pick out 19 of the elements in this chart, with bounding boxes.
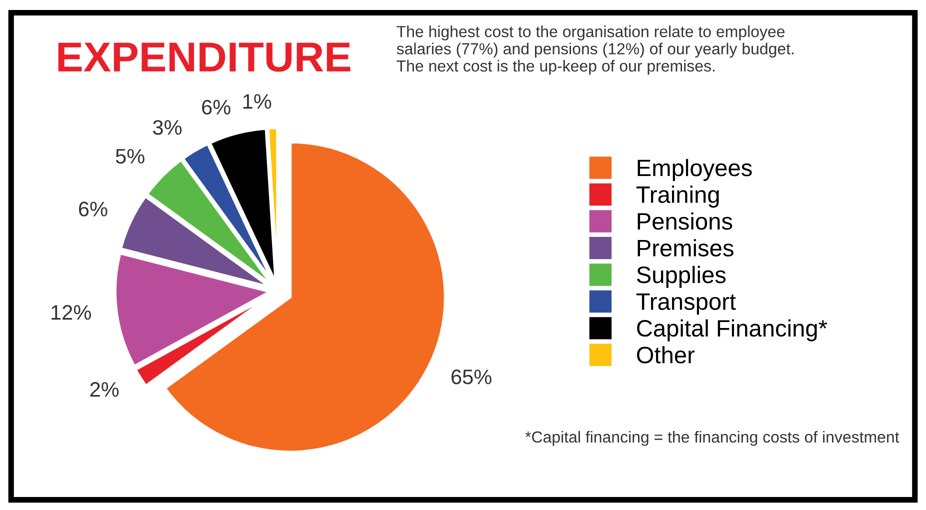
data-label: 2% bbox=[90, 382, 119, 397]
text: *Capital financing = the financing costs of investment bbox=[525, 430, 900, 446]
data-label: 12% bbox=[52, 305, 91, 320]
text: The highest cost to the organisation relate to employee salaries (77%) and pensions (12%) of our yearly budget. The next cost is the up-keep of our premises. bbox=[396, 26, 794, 75]
legend-label: Premises bbox=[638, 239, 734, 256]
data-label: 65% bbox=[452, 370, 492, 384]
legend-label: Capital Financing* bbox=[637, 319, 828, 342]
data-label: 5% bbox=[116, 148, 144, 164]
legend-label: Employees bbox=[638, 158, 752, 181]
chart-title: EXPENDITURE bbox=[58, 42, 350, 72]
legend-label: Other bbox=[636, 346, 695, 364]
legend-label: Pensions bbox=[638, 212, 732, 230]
legend-label: Transport bbox=[636, 293, 736, 315]
legend-label: Supplies bbox=[636, 266, 726, 288]
data-label: 6% bbox=[79, 202, 108, 216]
legend-label: Training bbox=[636, 186, 719, 208]
data-label: 6% bbox=[202, 100, 230, 115]
data-label: 1% bbox=[243, 94, 272, 109]
data-label: 3% bbox=[152, 120, 182, 135]
